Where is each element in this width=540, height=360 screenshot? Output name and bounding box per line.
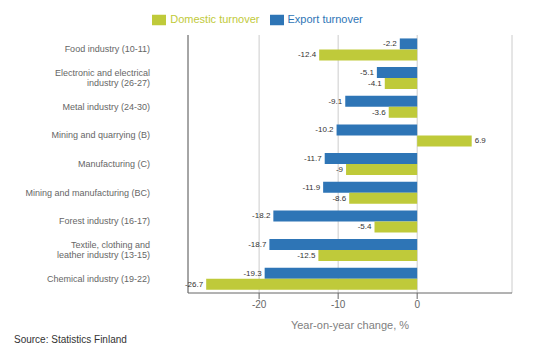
svg-text:-5.1: -5.1 — [360, 68, 374, 77]
svg-text:Textile, clothing andleather i: Textile, clothing andleather industry (1… — [57, 240, 150, 260]
svg-text:-10.2: -10.2 — [315, 125, 334, 134]
svg-text:Mining and quarrying (B): Mining and quarrying (B) — [51, 130, 150, 140]
svg-text:Manufacturing (C): Manufacturing (C) — [78, 159, 150, 169]
svg-text:Year-on-year change, %: Year-on-year change, % — [291, 319, 409, 331]
svg-text:-12.4: -12.4 — [298, 50, 317, 59]
svg-text:-18.2: -18.2 — [252, 211, 271, 220]
svg-text:-20: -20 — [252, 299, 267, 310]
svg-text:-3.6: -3.6 — [372, 108, 386, 117]
svg-text:0: 0 — [414, 299, 420, 310]
svg-text:-9.1: -9.1 — [328, 97, 342, 106]
svg-text:-26.7: -26.7 — [185, 280, 204, 289]
svg-text:-12.5: -12.5 — [297, 251, 316, 260]
svg-text:-18.7: -18.7 — [248, 240, 267, 249]
html-text:Domestic turnover: Domestic turnover — [170, 13, 260, 25]
svg-text:Metal industry (24-30): Metal industry (24-30) — [62, 102, 150, 112]
svg-text:Mining and manufacturing (BC): Mining and manufacturing (BC) — [25, 188, 150, 198]
svg-text:-19.3: -19.3 — [243, 269, 262, 278]
svg-text:-8.6: -8.6 — [332, 194, 346, 203]
html-text:Source: Statistics Finland: Source: Statistics Finland — [14, 334, 127, 345]
svg-text:Food industry (10-11): Food industry (10-11) — [65, 44, 150, 54]
svg-text:6.9: 6.9 — [475, 136, 487, 145]
svg-text:-4.1: -4.1 — [368, 79, 382, 88]
svg-text:Forest industry (16-17): Forest industry (16-17) — [59, 216, 150, 226]
svg-text:-5.4: -5.4 — [358, 222, 372, 231]
svg-text:-11.9: -11.9 — [302, 183, 320, 192]
svg-text:-2.2: -2.2 — [383, 39, 397, 48]
svg-text:-10: -10 — [331, 299, 346, 310]
svg-text:Chemical industry (19-22): Chemical industry (19-22) — [47, 274, 150, 284]
svg-text:-11.7: -11.7 — [304, 154, 322, 163]
svg-text:Electronic and electricalindus: Electronic and electricalindustry (26-27… — [55, 68, 150, 88]
svg-text:-9: -9 — [336, 165, 344, 174]
html-text:Export turnover: Export turnover — [287, 13, 363, 25]
